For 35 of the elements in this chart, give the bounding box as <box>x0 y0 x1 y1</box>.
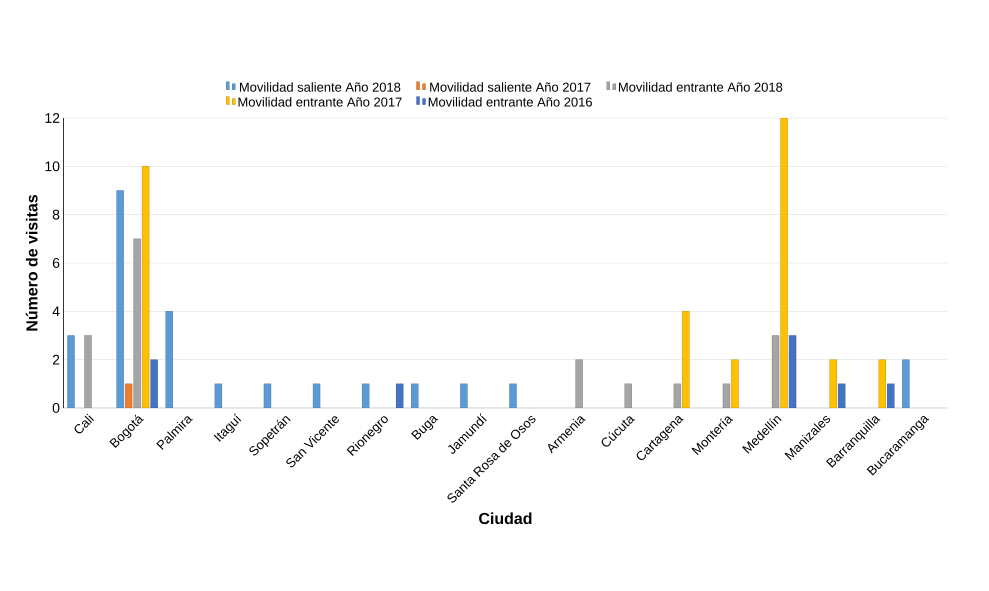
legend-label: Movilidad saliente Año 2018 <box>240 82 400 92</box>
y-axis-title: Número de visitas <box>26 195 38 331</box>
bar <box>460 384 468 408</box>
legend-label: Movilidad saliente Año 2017 <box>430 82 590 92</box>
bar <box>838 384 846 408</box>
x-tick-label: Cali <box>74 414 94 434</box>
bar <box>142 166 150 408</box>
bar <box>214 384 222 408</box>
y-tick-label: 6 <box>52 258 60 268</box>
y-tick-label: 8 <box>52 210 60 220</box>
bar <box>264 384 272 408</box>
bar <box>411 384 418 408</box>
bar <box>150 359 158 408</box>
x-axis-title: Ciudad <box>479 512 532 524</box>
y-tick-label: 12 <box>45 113 60 123</box>
y-tick-label: 4 <box>52 306 60 316</box>
bar <box>166 311 173 408</box>
legend-label: Movilidad entrante Año 2017 <box>238 97 402 107</box>
bar <box>902 359 910 408</box>
bar <box>116 190 124 408</box>
y-tick-label: 2 <box>52 354 60 365</box>
bar <box>312 384 320 408</box>
bar <box>682 311 690 408</box>
y-tick-label: 10 <box>45 161 60 172</box>
bar <box>362 384 370 408</box>
bar <box>829 359 837 408</box>
bar <box>788 335 796 408</box>
y-tick-label: 0 <box>52 403 60 413</box>
bar <box>887 384 894 408</box>
bar <box>509 384 517 408</box>
bar <box>396 384 404 408</box>
legend-label: Movilidad entrante Año 2018 <box>618 82 782 92</box>
bar <box>67 335 75 408</box>
legend-label: Movilidad entrante Año 2016 <box>428 97 592 107</box>
bar <box>878 359 886 408</box>
